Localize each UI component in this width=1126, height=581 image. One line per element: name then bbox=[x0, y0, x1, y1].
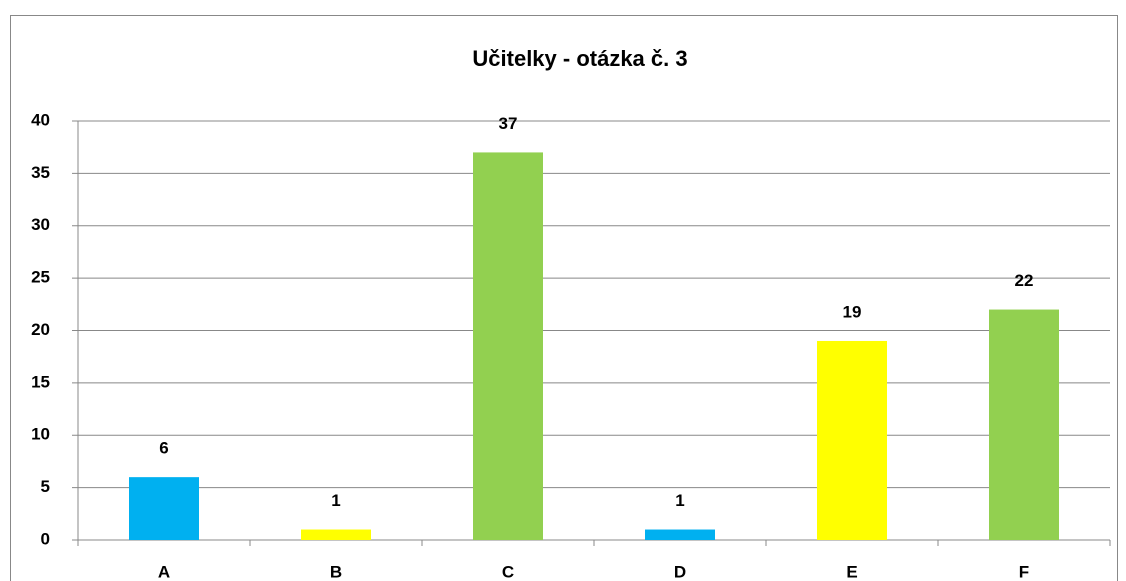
chart-title: Učitelky - otázka č. 3 bbox=[472, 46, 687, 71]
y-tick-label: 5 bbox=[41, 477, 50, 496]
y-tick-label: 10 bbox=[31, 425, 50, 444]
y-tick-label: 15 bbox=[31, 372, 50, 391]
y-tick-label: 40 bbox=[31, 110, 50, 129]
x-tick-label: A bbox=[158, 562, 170, 581]
y-tick-label: 20 bbox=[31, 320, 50, 339]
bar bbox=[473, 152, 543, 541]
x-tick-label: B bbox=[330, 562, 342, 581]
y-tick-label: 0 bbox=[41, 529, 50, 548]
data-label: 22 bbox=[1015, 271, 1034, 290]
y-tick-label: 35 bbox=[31, 163, 50, 182]
bar bbox=[817, 340, 887, 540]
data-label: 6 bbox=[159, 439, 168, 458]
y-tick-label: 30 bbox=[31, 215, 50, 234]
x-tick-label: D bbox=[674, 562, 686, 581]
bar bbox=[645, 529, 715, 540]
data-label: 37 bbox=[499, 114, 518, 133]
bar bbox=[989, 309, 1059, 540]
bar bbox=[129, 477, 199, 540]
x-tick-label: C bbox=[502, 562, 514, 581]
data-label: 1 bbox=[331, 491, 340, 510]
data-label: 19 bbox=[843, 302, 862, 321]
bar bbox=[301, 529, 371, 540]
x-tick-label: F bbox=[1019, 562, 1029, 581]
data-label: 1 bbox=[675, 491, 684, 510]
y-tick-label: 25 bbox=[31, 268, 50, 287]
x-tick-label: E bbox=[846, 562, 857, 581]
